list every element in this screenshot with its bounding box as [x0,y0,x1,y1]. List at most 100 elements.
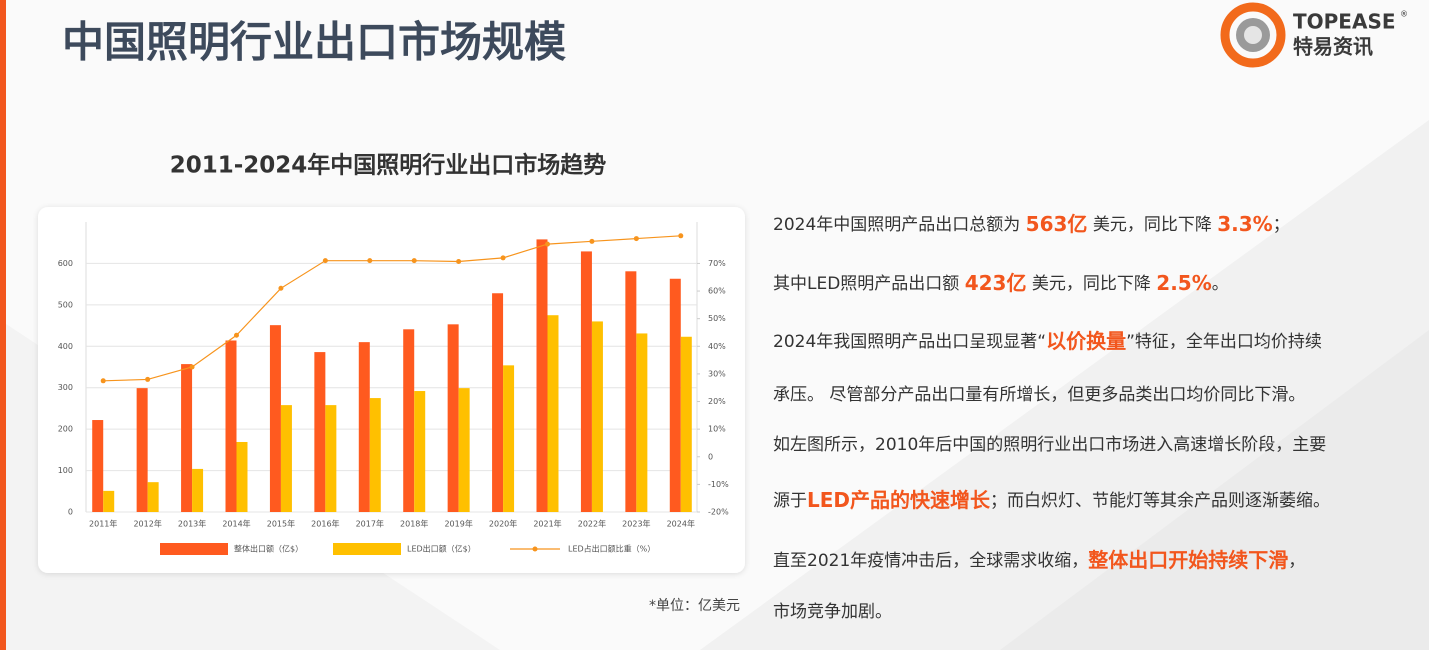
x-tick-label: 2016年 [311,519,339,529]
legend-swatch [333,543,401,555]
x-tick-label: 2022年 [578,519,606,529]
y2-tick-label: 10% [708,425,726,434]
paragraph: 承压。 尽管部分产品出口量有所增长，但更多品类出口均价同比下滑。 [773,385,1305,405]
x-tick-label: 2019年 [444,519,472,529]
y2-tick-label: 0 [708,452,713,461]
legend-label: LED占出口额比重（%） [568,544,655,554]
y-tick-label: 200 [58,425,73,434]
y2-tick-label: 60% [708,287,726,296]
y2-tick-label: 30% [708,369,726,378]
paragraph: 源于LED产品的快速增长；而白炽灯、节能灯等其余产品则逐渐萎缩。 [773,488,1330,512]
y-tick-label: 500 [58,300,73,309]
line-point [589,238,595,244]
bar [225,340,237,512]
y2-tick-label: 40% [708,342,726,351]
bar [591,321,603,512]
accent-bar [0,0,6,650]
bar [280,405,292,512]
highlight: 整体出口开始持续下滑 [1087,548,1288,572]
x-tick-label: 2015年 [267,519,295,529]
highlight: LED产品的快速增长 [807,488,991,512]
text-run: 直至2021年疫情冲击后，全球需求收缩， [773,551,1088,571]
line [103,235,681,382]
legend-label: 整体出口额（亿$） [234,544,303,554]
bar [192,468,204,512]
logo-name: 特易资讯 [1293,35,1373,59]
line-point [145,376,151,382]
logo-core [1244,26,1262,44]
bar [314,352,326,512]
bar [625,271,637,512]
paragraph: 市场竞争加剧。 [773,602,892,622]
text-run: ”特征，全年出口均价持续 [1126,332,1322,352]
x-tick-label: 2017年 [356,519,384,529]
bar [369,398,381,512]
highlight: 563亿 [1026,212,1088,236]
highlight: 2.5% [1156,271,1211,295]
x-tick-label: 2021年 [533,519,561,529]
text-run: 2024年我国照明产品出口呈现显著“ [773,332,1046,352]
text-run: ， [1288,551,1305,571]
y-tick-label: 0 [68,508,73,517]
y-tick-label: 300 [58,383,73,392]
line-point [456,258,462,264]
text-run: 2024年中国照明产品出口总额为 [773,215,1026,235]
line-point [322,258,328,264]
logo-mark: ® [1400,10,1408,19]
chart-card [38,207,745,573]
x-tick-label: 2023年 [622,519,650,529]
text-run: 如左图所示，2010年后中国的照明行业出口市场进入高速增长阶段，主要 [773,435,1326,455]
highlight: 423亿 [965,271,1027,295]
text-run: ； [1273,215,1290,235]
bar [580,251,592,512]
y-tick-label: 100 [58,466,73,475]
y2-tick-label: -10% [708,480,729,489]
y2-tick-label: -20% [708,508,729,517]
bar [269,325,281,512]
line-point [500,255,506,261]
y-tick-label: 600 [58,259,73,268]
bar [503,365,515,512]
bar [236,441,248,512]
x-tick-label: 2024年 [667,519,695,529]
highlight: 以价换量 [1046,329,1126,353]
y2-tick-label: 20% [708,397,726,406]
line-point [100,378,106,384]
bar [536,239,548,512]
text-run: 美元，同比下降 [1026,274,1156,294]
text-run: 其中LED照明产品出口额 [773,274,965,294]
bar [492,293,504,512]
x-tick-label: 2013年 [178,519,206,529]
highlight: 3.3% [1217,212,1272,236]
x-tick-label: 2018年 [400,519,428,529]
bar [92,420,104,512]
text-run: 市场竞争加剧。 [773,602,892,622]
paragraph: 其中LED照明产品出口额 423亿 美元，同比下降 2.5%。 [773,271,1229,295]
bar [325,405,337,512]
bar [414,391,426,512]
bg-shape [1000,330,1429,650]
legend-swatch [532,546,538,552]
text-run: 源于 [773,491,807,511]
x-tick-label: 2020年 [489,519,517,529]
bar [358,342,370,512]
bar [547,315,559,512]
text-run: 。 [1212,274,1229,294]
line-point [189,364,195,370]
legend-label: LED出口额（亿$） [407,544,476,554]
paragraph: 2024年我国照明产品出口呈现显著“以价换量”特征，全年出口均价持续 [773,329,1322,353]
x-tick-label: 2014年 [222,519,250,529]
text-run: ；而白炽灯、节能灯等其余产品则逐渐萎缩。 [990,491,1330,511]
bar [136,388,148,512]
chart-title: 2011-2024年中国照明行业出口市场趋势 [170,152,607,179]
y-tick-label: 400 [58,342,73,351]
x-tick-label: 2012年 [133,519,161,529]
bar [447,324,459,512]
bar [669,278,681,512]
bar [147,482,159,512]
y2-tick-label: 50% [708,314,726,323]
line-point [278,285,284,291]
line-point [633,236,639,242]
x-tick-label: 2011年 [89,519,117,529]
